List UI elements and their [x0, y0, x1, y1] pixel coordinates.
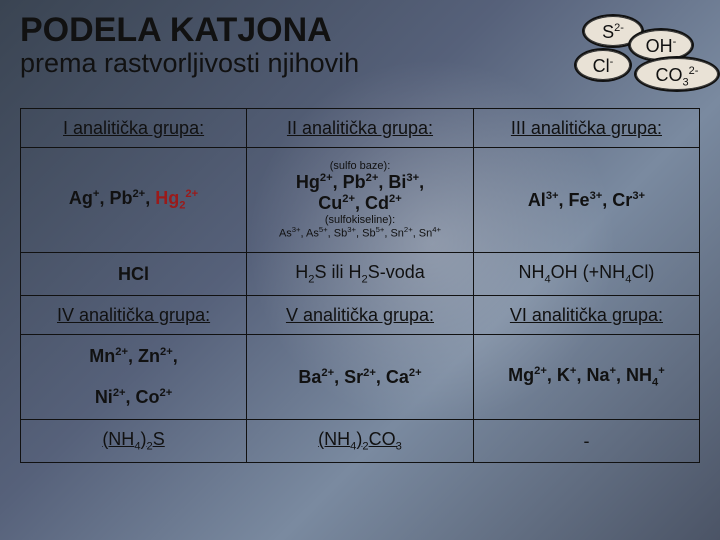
table-cell: Al3+, Fe3+, Cr3+: [473, 148, 699, 253]
table-cell: NH4OH (+NH4Cl): [473, 253, 699, 296]
title-line-1: PODELA KATJONA: [20, 12, 359, 49]
ion-callouts: S2-OH-Cl-CO32-: [510, 12, 700, 102]
table-cell: Ag+, Pb2+, Hg22+: [21, 148, 247, 253]
table-cell: VI analitička grupa:: [473, 296, 699, 335]
table-row: HClH2S ili H2S-vodaNH4OH (+NH4Cl): [21, 253, 700, 296]
table-cell: Mn2+, Zn2+,Ni2+, Co2+: [21, 335, 247, 420]
cation-table: I analitička grupa:II analitička grupa:I…: [20, 108, 700, 463]
table-cell: (NH4)2CO3: [247, 420, 474, 463]
slide: PODELA KATJONA prema rastvorljivosti nji…: [0, 0, 720, 540]
table-cell: HCl: [21, 253, 247, 296]
table-cell: I analitička grupa:: [21, 109, 247, 148]
ion-cl: Cl-: [574, 48, 632, 82]
table-cell: II analitička grupa:: [247, 109, 474, 148]
table-cell: Mg2+, K+, Na+, NH4+: [473, 335, 699, 420]
table-cell: H2S ili H2S-voda: [247, 253, 474, 296]
table-row: Mn2+, Zn2+,Ni2+, Co2+Ba2+, Sr2+, Ca2+Mg2…: [21, 335, 700, 420]
table-cell: -: [473, 420, 699, 463]
table-cell: III analitička grupa:: [473, 109, 699, 148]
table-row: (NH4)2S(NH4)2CO3-: [21, 420, 700, 463]
table-row: Ag+, Pb2+, Hg22+(sulfo baze):Hg2+, Pb2+,…: [21, 148, 700, 253]
table-cell: V analitička grupa:: [247, 296, 474, 335]
ion-co3: CO32-: [634, 56, 720, 92]
table-row: IV analitička grupa:V analitička grupa:V…: [21, 296, 700, 335]
title-line-2: prema rastvorljivosti njihovih: [20, 49, 359, 79]
table-cell: (NH4)2S: [21, 420, 247, 463]
header: PODELA KATJONA prema rastvorljivosti nji…: [20, 12, 700, 102]
table-cell: (sulfo baze):Hg2+, Pb2+, Bi3+,Cu2+, Cd2+…: [247, 148, 474, 253]
table-cell: IV analitička grupa:: [21, 296, 247, 335]
table-row: I analitička grupa:II analitička grupa:I…: [21, 109, 700, 148]
table-cell: Ba2+, Sr2+, Ca2+: [247, 335, 474, 420]
title-block: PODELA KATJONA prema rastvorljivosti nji…: [20, 12, 359, 79]
